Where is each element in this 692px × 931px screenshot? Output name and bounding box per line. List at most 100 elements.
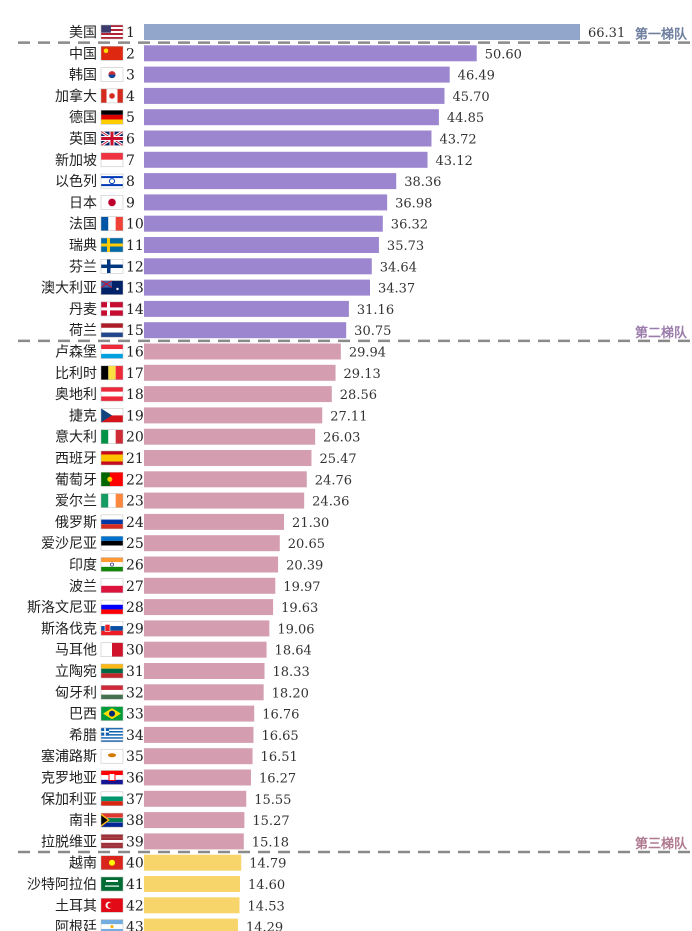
value-label: 30.75	[354, 324, 391, 339]
country-label: 韩国	[69, 68, 97, 84]
bar	[144, 215, 383, 232]
value-label: 14.79	[249, 857, 286, 872]
value-label: 38.36	[404, 175, 441, 190]
germany-flag-icon	[100, 109, 124, 125]
country-label: 卢森堡	[55, 345, 97, 361]
bar	[144, 790, 247, 807]
bar	[144, 705, 255, 722]
rank-label: 33	[126, 707, 144, 723]
rank-label: 35	[126, 749, 144, 765]
value-label: 35.73	[387, 239, 424, 254]
bar	[144, 279, 370, 296]
value-label: 43.12	[436, 154, 473, 169]
value-label: 14.60	[248, 878, 285, 893]
rank-label: 16	[126, 345, 144, 361]
value-label: 27.11	[330, 409, 367, 424]
country-label: 芬兰	[69, 259, 97, 275]
chart-row: 美国 1 66.31	[69, 24, 625, 41]
czech-flag-icon	[100, 408, 124, 423]
bar	[144, 663, 265, 679]
rank-label: 1	[126, 25, 135, 41]
value-label: 15.55	[254, 793, 291, 808]
value-label: 18.64	[275, 644, 312, 659]
chart-row: 立陶宛 31 18.33	[55, 663, 310, 680]
value-label: 31.16	[357, 303, 394, 318]
chart-row: 日本 9 36.98	[69, 194, 432, 211]
country-label: 沙特阿拉伯	[27, 877, 97, 893]
chart-rows: 美国 1 66.31 中国 2 50.60 韩国 3 46.49 加拿大 4 45.70 德国 5 44.8…	[27, 24, 625, 931]
chart-row: 阿根廷 43 14.29	[55, 918, 283, 931]
korea-flag-icon	[100, 67, 124, 82]
rank-label: 11	[126, 238, 144, 254]
rank-label: 13	[126, 281, 144, 297]
rank-label: 25	[126, 536, 144, 552]
chart-row: 爱尔兰 23 24.36	[55, 492, 349, 510]
country-label: 拉脱维亚	[41, 834, 97, 850]
rank-label: 21	[126, 451, 144, 467]
bar	[144, 854, 242, 871]
rank-label: 20	[126, 430, 144, 446]
value-label: 16.27	[259, 772, 296, 787]
italy-flag-icon	[100, 429, 124, 444]
belgium-flag-icon	[100, 365, 124, 381]
country-label: 捷克	[69, 408, 97, 424]
chart-row: 德国 5 44.85	[69, 109, 484, 126]
bar	[144, 492, 305, 509]
chart-row: 中国 2 50.60	[69, 45, 522, 62]
country-label: 澳大利亚	[41, 281, 97, 297]
country-label: 俄罗斯	[55, 515, 97, 531]
country-label: 英国	[69, 131, 97, 148]
chart-row: 葡萄牙 22 24.76	[55, 471, 352, 488]
chart-row: 西班牙 21 25.47	[55, 450, 357, 467]
bar	[144, 620, 270, 637]
country-label: 丹麦	[69, 302, 97, 318]
chart-row: 丹麦 14 31.16	[69, 300, 394, 318]
cyprus-flag-icon	[100, 748, 124, 764]
argentina-flag-icon	[100, 919, 124, 931]
rank-label: 38	[126, 813, 144, 829]
estonia-flag-icon	[100, 535, 124, 551]
country-label: 西班牙	[55, 451, 97, 467]
country-label: 比利时	[55, 366, 97, 382]
value-label: 14.29	[246, 921, 283, 931]
tier-label: 第二梯队	[635, 325, 688, 341]
country-label: 加拿大	[55, 88, 97, 105]
chart-row: 南非 38 15.27	[69, 812, 290, 829]
rank-label: 32	[126, 685, 144, 701]
rank-label: 31	[126, 664, 144, 680]
chart-row: 希腊 34 16.65	[69, 726, 299, 744]
bar	[144, 258, 372, 275]
chart-row: 土耳其 42 14.53	[55, 897, 285, 914]
russia-flag-icon	[100, 514, 124, 530]
country-label: 塞浦路斯	[41, 748, 97, 765]
bar	[144, 173, 397, 190]
chart-row: 匈牙利 32 18.20	[55, 684, 309, 701]
bar	[144, 641, 267, 658]
australia-flag-icon	[100, 280, 124, 295]
chart-row: 波兰 27 19.97	[69, 577, 321, 595]
chart-row: 以色列 8 38.36	[55, 173, 441, 190]
greece-flag-icon	[100, 727, 124, 743]
chart-row: 芬兰 12 34.64	[69, 258, 417, 275]
country-label: 新加坡	[55, 153, 97, 169]
sweden-flag-icon	[100, 237, 124, 253]
chart-row: 拉脱维亚 39 15.18	[41, 833, 289, 850]
chart-row: 沙特阿拉伯 41 14.60	[27, 876, 285, 893]
slovakia-flag-icon	[100, 621, 124, 636]
value-label: 50.60	[485, 47, 522, 62]
rank-label: 14	[126, 302, 144, 318]
bar	[144, 237, 379, 253]
value-label: 66.31	[588, 26, 625, 41]
netherlands-flag-icon	[100, 322, 124, 338]
value-label: 36.98	[395, 196, 432, 211]
rank-label: 2	[126, 46, 135, 62]
value-label: 18.20	[272, 686, 309, 701]
bar	[144, 726, 254, 743]
chart-row: 塞浦路斯 35 16.51	[41, 748, 298, 765]
bar	[144, 833, 244, 850]
chart-row: 荷兰 15 30.75	[69, 322, 391, 339]
bar	[144, 599, 274, 616]
rank-label: 39	[126, 834, 144, 850]
